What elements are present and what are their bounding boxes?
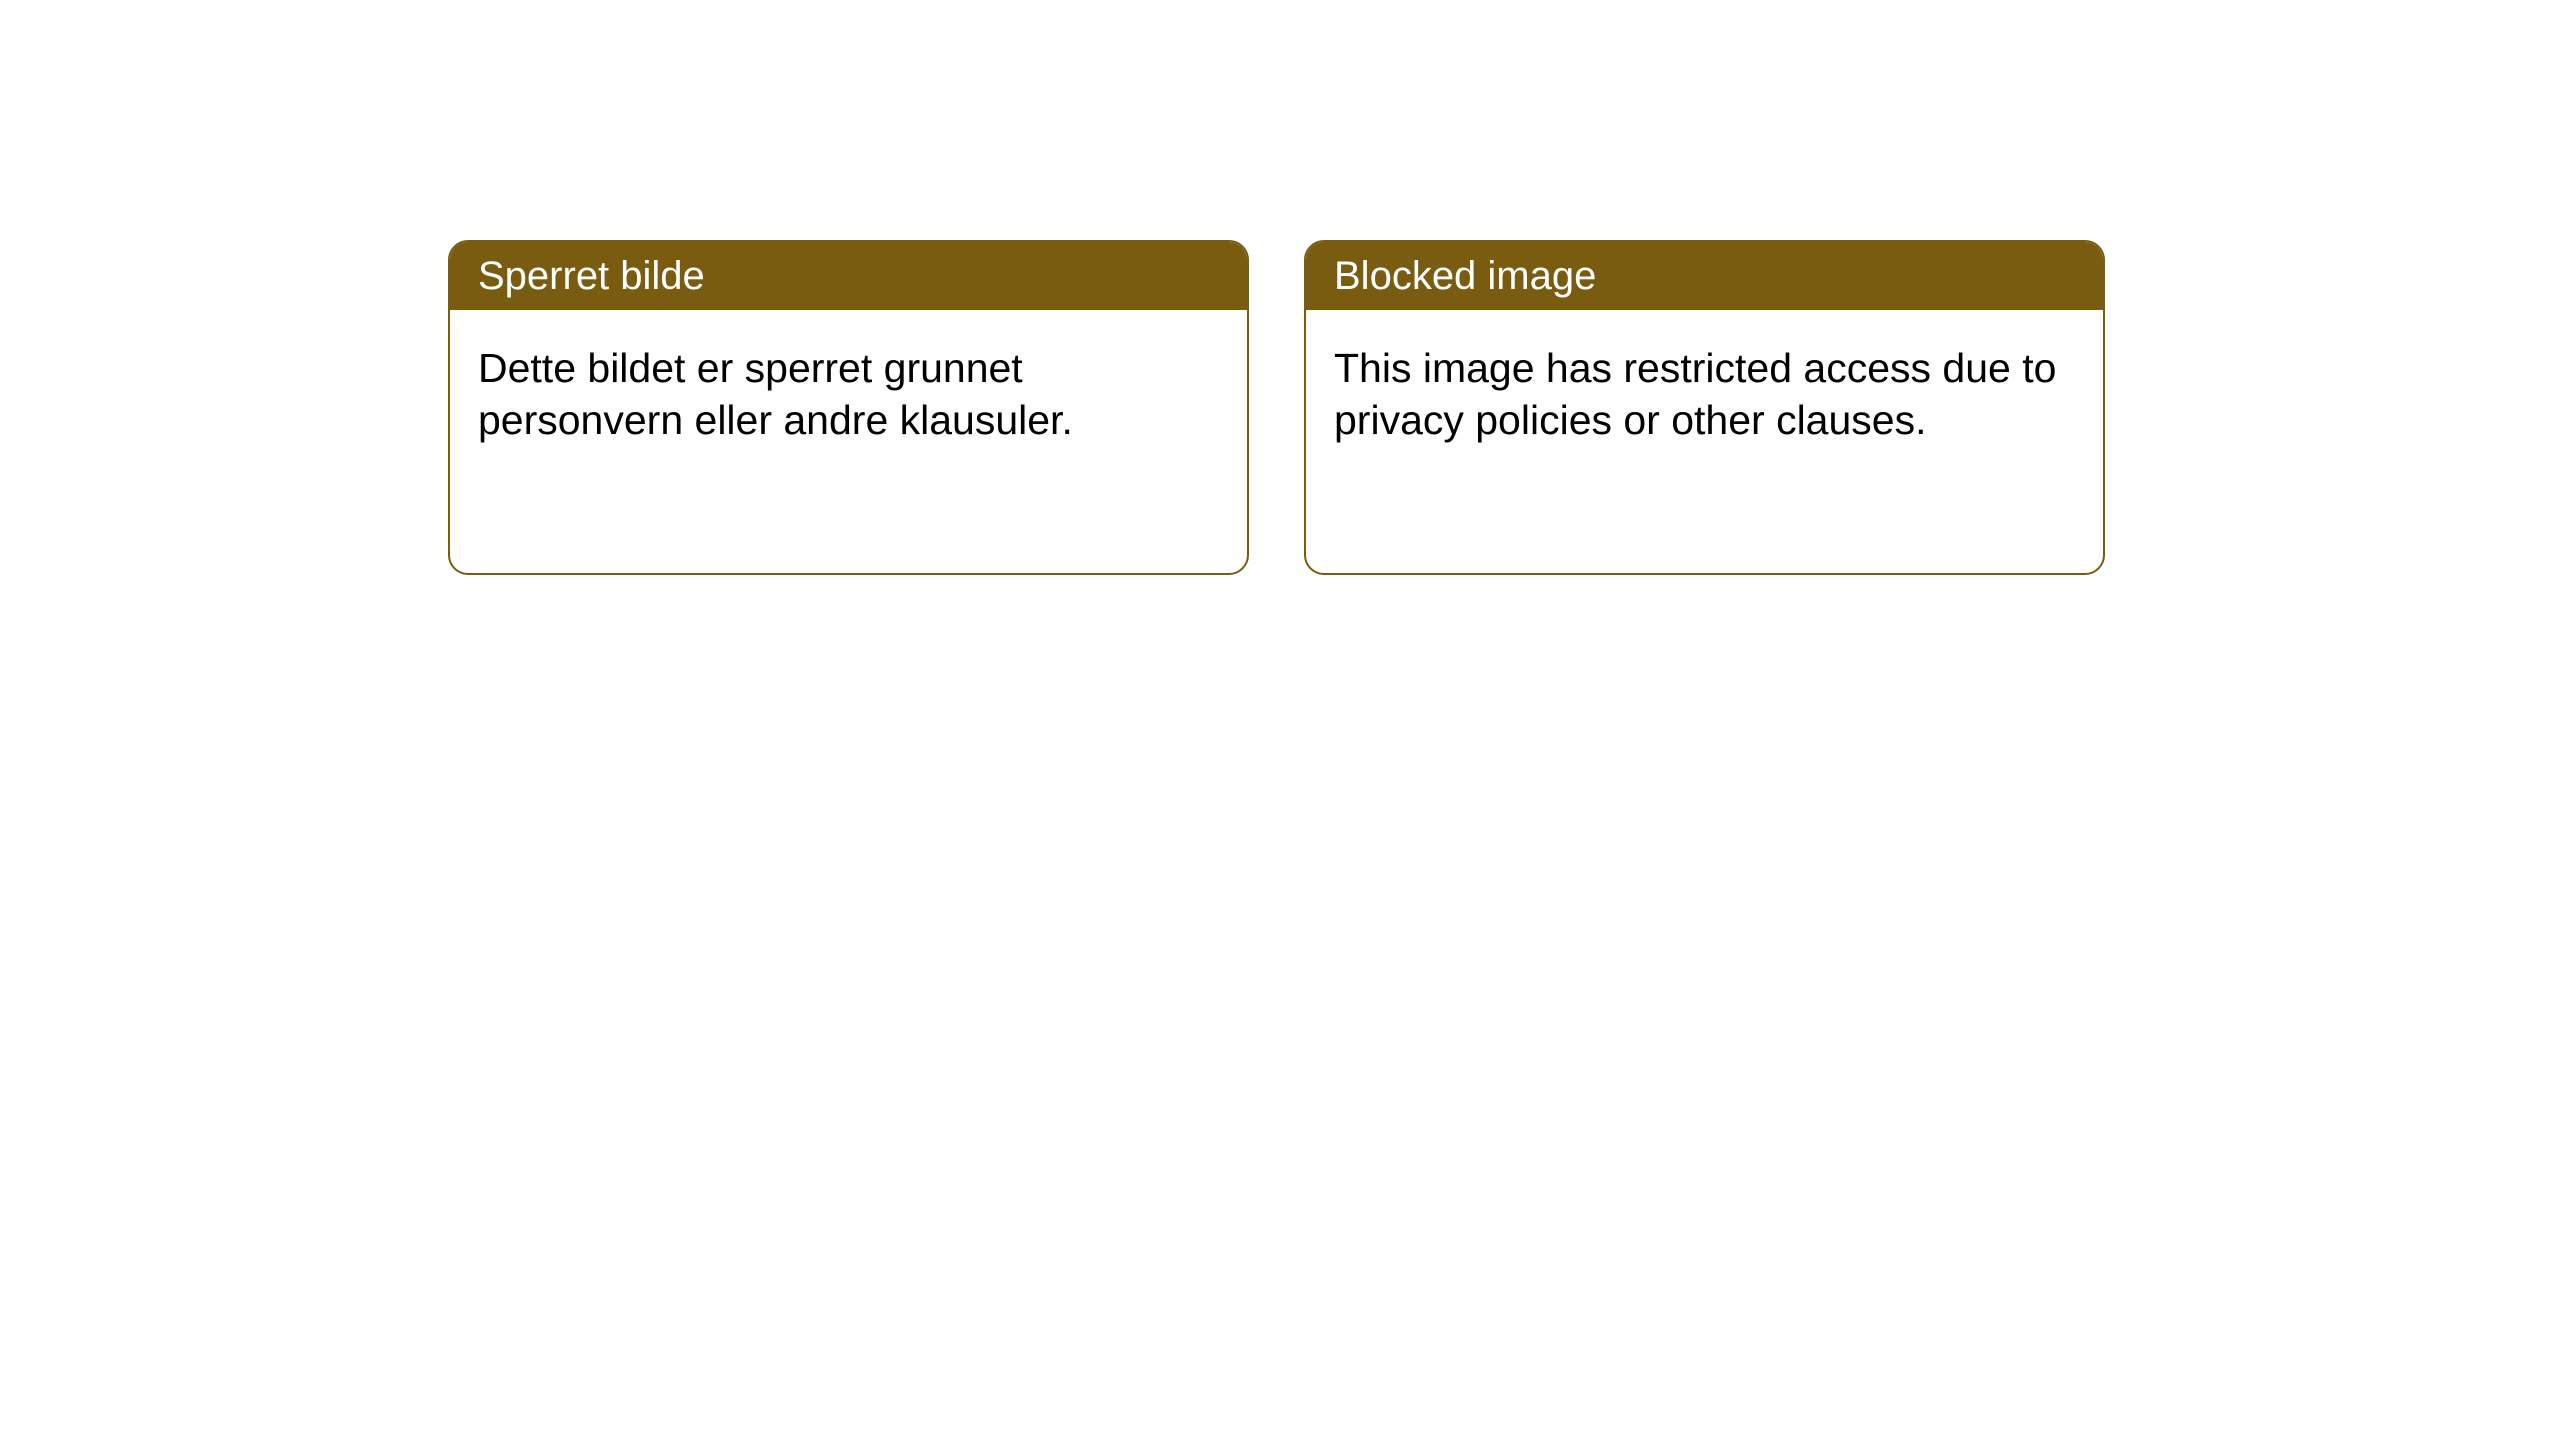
- notice-card-norwegian: Sperret bilde Dette bildet er sperret gr…: [448, 240, 1249, 575]
- notice-body-text: Dette bildet er sperret grunnet personve…: [478, 345, 1073, 443]
- notice-header: Sperret bilde: [450, 242, 1247, 310]
- notice-body: Dette bildet er sperret grunnet personve…: [450, 310, 1247, 479]
- notice-body-text: This image has restricted access due to …: [1334, 345, 2056, 443]
- notice-card-english: Blocked image This image has restricted …: [1304, 240, 2105, 575]
- notice-title: Blocked image: [1334, 254, 1596, 298]
- notice-title: Sperret bilde: [478, 254, 705, 298]
- notice-header: Blocked image: [1306, 242, 2103, 310]
- notice-container: Sperret bilde Dette bildet er sperret gr…: [448, 240, 2105, 575]
- notice-body: This image has restricted access due to …: [1306, 310, 2103, 479]
